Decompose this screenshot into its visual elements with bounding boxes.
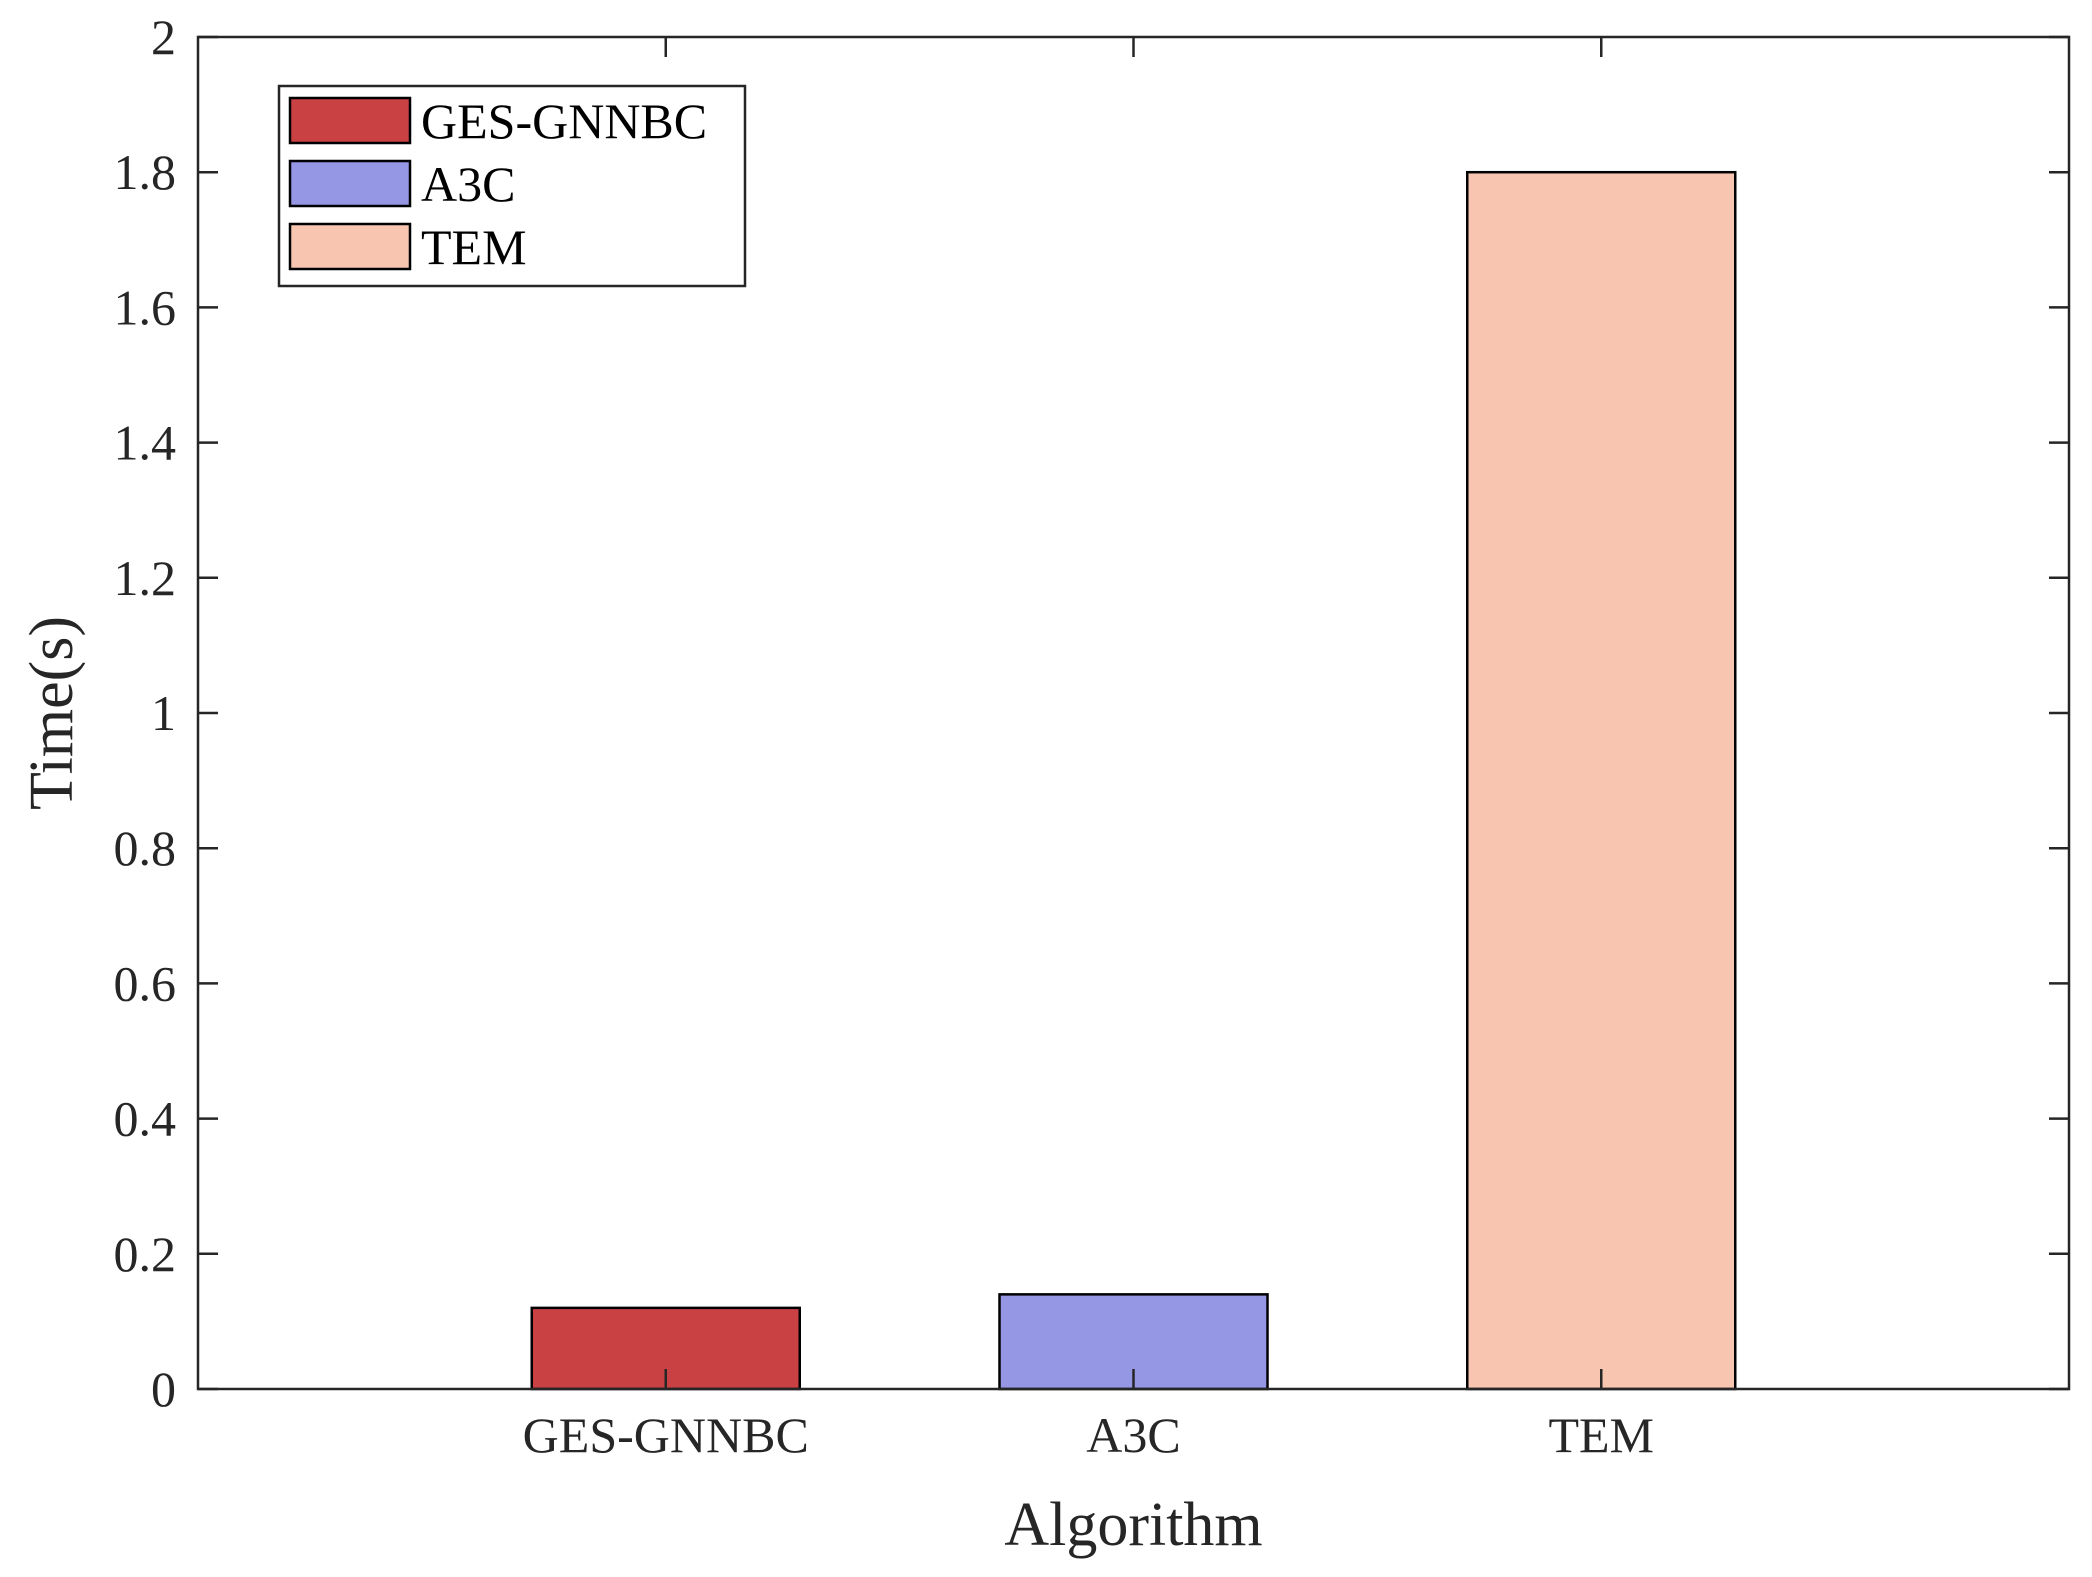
y-tick-label: 1.4 [114,415,177,471]
legend-label: GES-GNNBC [421,93,707,149]
legend-swatch-ges-gnnbc [288,96,412,145]
y-tick-label: 1.8 [114,144,177,200]
y-tick-label: 2 [151,9,176,65]
legend-label: A3C [421,156,515,212]
y-axis-title: Time(s) [18,616,86,810]
y-tick-label: 0.8 [114,820,177,876]
y-tick-label: 0.4 [114,1091,177,1147]
y-tick-label: 0.6 [114,955,177,1011]
x-axis-title: Algorithm [1004,1491,1262,1559]
legend-label: TEM [421,219,527,275]
bars-layer [530,170,1737,1391]
ticks-layer [198,35,2069,1391]
y-tick-label: 1.6 [114,279,177,335]
y-tick-label: 0.2 [114,1226,177,1282]
legend[interactable]: GES-GNNBC A3C TEM [277,84,747,288]
x-tick-labels: GES-GNNBC A3C TEM [523,1407,1654,1463]
y-tick-label: 0 [151,1361,176,1417]
x-tick-label: TEM [1548,1407,1654,1463]
y-tick-labels: 0 0.2 0.4 0.6 0.8 1 1.2 1.4 1.6 1.8 2 [114,9,177,1417]
y-tick-label: 1.2 [114,550,177,606]
y-tick-label: 1 [151,685,176,741]
x-tick-label: GES-GNNBC [523,1407,809,1463]
legend-swatch-tem [288,222,412,271]
x-tick-label: A3C [1086,1407,1180,1463]
bar-tem [1466,170,1737,1391]
legend-swatch-a3c [288,159,412,208]
